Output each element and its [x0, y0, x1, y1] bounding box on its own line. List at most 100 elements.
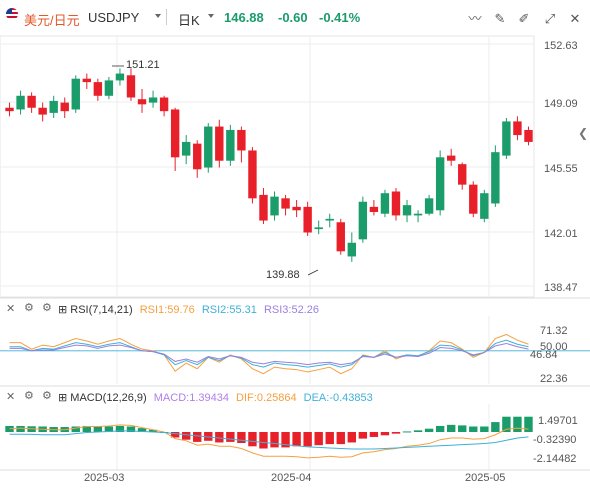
chart-header: 美元/日元 USDJPY 日K 146.88 -0.60 -0.41% 〰 ✎ …: [0, 0, 590, 36]
macd-bar: [259, 432, 268, 449]
price-tick: 152.63: [544, 40, 578, 52]
macd-bar: [502, 416, 511, 432]
macd-tick: 1.49701: [538, 415, 578, 427]
macd-axis: 1.49701 -0.32390 -2.14482: [533, 415, 578, 465]
candle-body: [115, 73, 125, 81]
macd-bar: [435, 425, 445, 432]
time-tick: 2025-04: [271, 472, 311, 484]
macd-bar: [16, 425, 25, 432]
candle-body: [435, 157, 445, 211]
candle-body: [215, 126, 224, 161]
candle-body: [49, 100, 58, 113]
macd-series: [5, 416, 533, 459]
rsi-series: [0, 333, 590, 375]
settings-gear-icon[interactable]: ⚙: [42, 390, 52, 402]
collapse-panel-icon[interactable]: ❮: [578, 126, 589, 140]
macd-bar: [170, 432, 180, 438]
us-flag-icon: [6, 8, 18, 20]
time-axis: 2025-03 2025-04 2025-05: [84, 472, 505, 484]
macd-bar: [248, 432, 257, 447]
pair-name[interactable]: 美元/日元: [24, 13, 80, 28]
dif-line: [9, 424, 529, 459]
candle-body: [93, 82, 103, 96]
candle-body: [491, 152, 500, 204]
macd-bar: [480, 426, 489, 432]
time-tick: 2025-03: [84, 472, 124, 484]
time-tick: 2025-05: [465, 472, 505, 484]
candle-body: [524, 129, 533, 142]
high-annotation: 151.21: [126, 59, 160, 71]
macd-bar: [524, 416, 533, 432]
dea-line: [9, 430, 529, 450]
macd-bar: [303, 432, 312, 447]
candle-body: [469, 184, 478, 214]
fullscreen-icon[interactable]: ⤢: [544, 11, 556, 26]
candle-body: [259, 194, 268, 221]
macd-bar: [126, 426, 136, 432]
macd-bar: [446, 424, 456, 432]
last-price: 146.88: [224, 10, 264, 25]
candle-body: [325, 218, 334, 221]
symbol-label[interactable]: USDJPY: [88, 10, 140, 25]
settings-gear-icon[interactable]: ⚙: [24, 390, 34, 402]
chart-style-icon[interactable]: 〰: [468, 11, 482, 26]
macd-bar: [347, 432, 357, 443]
price-change-pct: -0.41%: [319, 10, 361, 25]
candle-body: [446, 155, 456, 161]
close-icon[interactable]: ✕: [569, 11, 581, 26]
rsi-legend: ⊞ RSI(7,14,21) RSI1:59.76 RSI2:55.31 RSI…: [58, 303, 319, 316]
draw-icon[interactable]: ✎: [494, 11, 506, 26]
candle-body: [159, 97, 169, 112]
macd-bar: [402, 431, 412, 433]
candle-body: [5, 107, 14, 112]
macd-bar: [336, 432, 345, 445]
price-axis: 152.63 149.09 145.55 142.01 138.47: [544, 40, 578, 294]
rsi1-line: [9, 333, 529, 375]
rsi3-value: RSI3:52.26: [263, 304, 319, 316]
price-tick: 149.09: [544, 98, 578, 110]
settings-gear-icon[interactable]: ⚙: [42, 302, 52, 314]
macd-bar: [204, 432, 213, 441]
macd-bar: [148, 429, 158, 432]
macd-bar: [115, 425, 125, 432]
macd-legend: ⊞ MACD(12,26,9) MACD:1.39434 DIF:0.25864…: [58, 391, 373, 404]
macd-bar: [469, 426, 478, 432]
macd-bar: [513, 416, 522, 432]
close-indicator-icon[interactable]: ✕: [6, 303, 16, 315]
settings-gear-icon[interactable]: ⚙: [24, 302, 34, 314]
macd-bar: [137, 428, 147, 432]
macd-bar: [380, 432, 390, 436]
pencil-icon[interactable]: ✐: [518, 11, 530, 26]
macd-bar: [82, 425, 92, 432]
candle-body: [303, 206, 312, 233]
timeframe-dropdown-icon[interactable]: [208, 14, 214, 18]
expand-icon[interactable]: ⊞: [58, 304, 68, 316]
macd-bar: [5, 425, 14, 432]
candle-body: [358, 201, 368, 240]
candle-body: [137, 99, 147, 105]
candlestick-series: [5, 68, 533, 262]
candle-body: [104, 80, 114, 96]
symbol-dropdown-icon[interactable]: [155, 14, 161, 18]
candle-body: [71, 78, 80, 110]
macd-bar: [193, 432, 202, 442]
macd-bar: [292, 432, 301, 447]
candle-body: [391, 191, 401, 216]
candle-body: [380, 193, 390, 214]
candle-body: [237, 129, 246, 151]
candle-body: [181, 141, 191, 156]
candle-body: [336, 222, 345, 252]
timeframe-selector[interactable]: 日K: [178, 13, 200, 28]
candle-body: [226, 129, 235, 161]
macd-bar: [458, 425, 467, 432]
candle-body: [292, 206, 301, 211]
expand-icon[interactable]: ⊞: [58, 392, 68, 404]
candle-body: [248, 150, 257, 199]
close-indicator-icon[interactable]: ✕: [6, 391, 16, 403]
macd-bar: [281, 432, 290, 448]
candle-body: [170, 109, 180, 158]
candle-body: [402, 205, 412, 216]
candle-body: [347, 242, 357, 257]
macd-bar: [369, 432, 379, 437]
